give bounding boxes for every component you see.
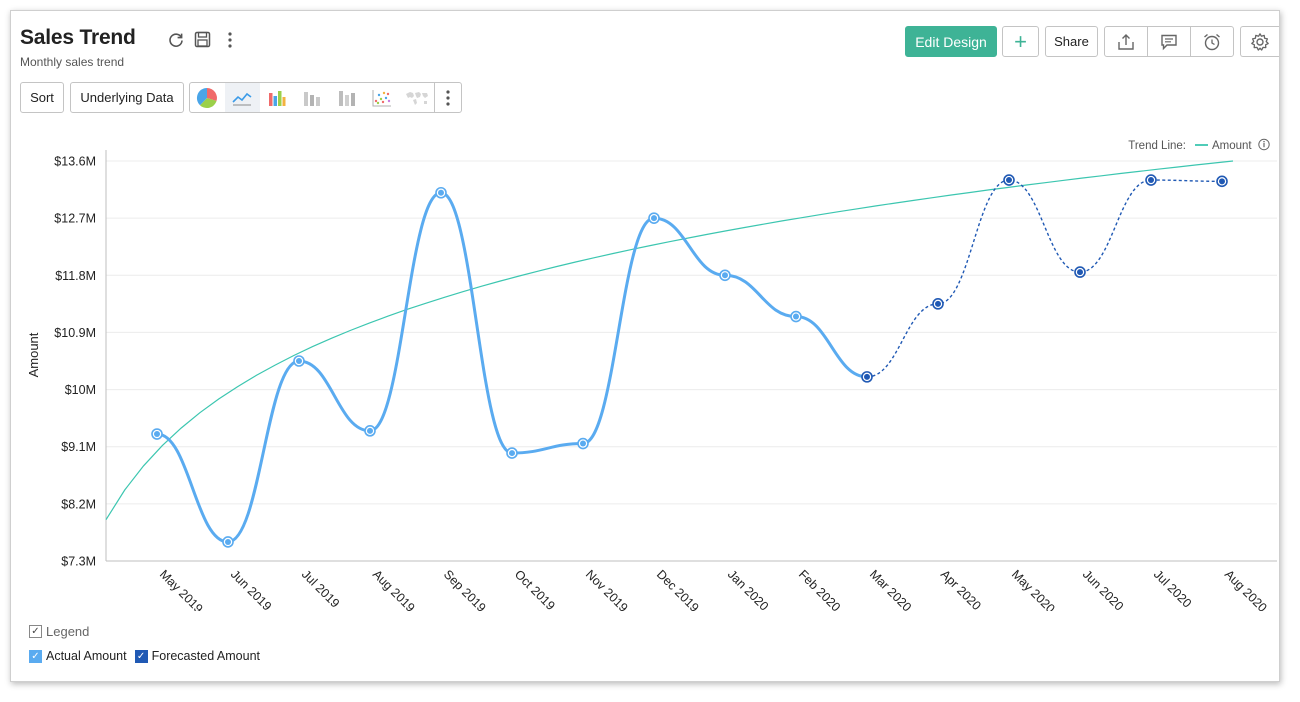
data-point-forecast[interactable] — [1216, 175, 1228, 188]
x-tick-label: Jul 2019 — [299, 567, 342, 610]
x-tick-label: Apr 2020 — [938, 567, 984, 611]
series-line-actual — [156, 191, 868, 544]
legend-toggle[interactable]: ✓ Legend — [29, 624, 89, 639]
x-tick-label: Jun 2020 — [1080, 567, 1126, 611]
y-axis-label: Amount — [26, 332, 41, 377]
x-tick-label: Jun 2019 — [228, 567, 274, 611]
comment-icon[interactable] — [1148, 27, 1191, 56]
data-point-forecast[interactable] — [932, 298, 944, 310]
export-icon[interactable] — [1105, 27, 1148, 56]
x-tick-label: May 2020 — [1009, 567, 1058, 611]
x-tick-label: Oct 2019 — [512, 567, 558, 611]
legend-item-forecast[interactable]: ✓ Forecasted Amount — [134, 649, 261, 663]
legend-item-label: Forecasted Amount — [151, 649, 261, 663]
more-chart-types-icon[interactable] — [434, 83, 461, 112]
x-tick-label: Nov 2019 — [583, 567, 631, 611]
y-tick-label: $12.7M — [54, 212, 96, 226]
line-chart-icon[interactable] — [224, 83, 260, 112]
stacked-bar-chart-icon[interactable] — [295, 83, 330, 112]
chart-type-selector — [189, 82, 462, 113]
stacked-column-chart-icon[interactable] — [330, 83, 365, 112]
y-tick-label: $9.1M — [61, 440, 96, 454]
x-tick-label: Aug 2020 — [1222, 567, 1270, 611]
legend-title-label: Legend — [46, 624, 90, 639]
report-subtitle: Monthly sales trend — [20, 55, 125, 69]
x-tick-label: Jul 2020 — [1151, 567, 1194, 610]
trend-line — [105, 160, 1234, 521]
scatter-chart-icon[interactable] — [364, 83, 399, 112]
data-point-actual[interactable] — [719, 269, 731, 282]
share-button[interactable]: Share — [1045, 26, 1098, 57]
series-line-forecast — [866, 179, 1223, 378]
data-point-forecast[interactable] — [1074, 266, 1086, 278]
settings-button[interactable] — [1240, 26, 1279, 57]
x-tick-label: Mar 2020 — [867, 567, 914, 611]
legend-item-actual[interactable]: ✓ Actual Amount — [29, 649, 127, 663]
data-point-actual[interactable] — [577, 437, 589, 450]
trend-series-label: Amount — [1212, 140, 1252, 152]
x-tick-label: Sep 2019 — [441, 567, 489, 611]
add-button[interactable]: + — [1002, 26, 1039, 57]
x-tick-label: May 2019 — [157, 567, 206, 611]
x-tick-label: Jan 2020 — [725, 567, 771, 611]
more-vertical-icon[interactable] — [220, 30, 239, 49]
edit-design-button[interactable]: Edit Design — [905, 26, 997, 57]
y-tick-label: $10M — [65, 383, 96, 397]
y-tick-label: $11.8M — [55, 269, 96, 283]
y-tick-label: $13.6M — [54, 155, 96, 169]
save-icon[interactable] — [193, 30, 212, 49]
refresh-icon[interactable] — [166, 30, 185, 49]
info-icon[interactable] — [1258, 138, 1270, 151]
pie-chart-icon[interactable] — [190, 83, 225, 112]
data-point-actual[interactable] — [151, 428, 163, 440]
report-panel: Sales Trend Monthly sales trend Edit Des… — [10, 10, 1280, 682]
y-tick-label: $10.9M — [54, 326, 96, 340]
data-point-forecast[interactable] — [1003, 174, 1015, 186]
title-actions — [166, 30, 239, 49]
data-point-forecast[interactable] — [861, 371, 873, 383]
data-point-actual[interactable] — [293, 355, 305, 367]
legend-checkbox[interactable]: ✓ — [29, 625, 42, 638]
action-icon-bar — [1104, 26, 1234, 57]
data-point-actual[interactable] — [364, 425, 376, 437]
data-point-actual[interactable] — [790, 310, 802, 323]
data-point-actual[interactable] — [435, 186, 447, 199]
data-point-forecast[interactable] — [1145, 174, 1157, 186]
legend-item-label: Actual Amount — [46, 649, 127, 663]
data-point-actual[interactable] — [222, 536, 234, 548]
report-title: Sales Trend — [20, 26, 136, 49]
x-tick-label: Feb 2020 — [796, 567, 843, 611]
map-chart-icon[interactable] — [399, 83, 434, 112]
x-tick-label: Aug 2019 — [370, 567, 418, 611]
chart-grid — [106, 160, 1277, 505]
settings-gear-icon — [1250, 32, 1270, 52]
alarm-clock-icon[interactable] — [1191, 27, 1233, 56]
legend-actual-checkbox[interactable]: ✓ — [29, 649, 42, 663]
legend: ✓ Actual Amount ✓ Forecasted Amount — [29, 649, 260, 663]
data-point-actual[interactable] — [648, 212, 660, 224]
legend-forecast-checkbox[interactable]: ✓ — [134, 649, 148, 663]
y-tick-label: $8.2M — [61, 497, 96, 511]
trend-line-label: Trend Line: — [1128, 140, 1186, 152]
data-point-actual[interactable] — [506, 447, 518, 459]
sort-button[interactable]: Sort — [20, 82, 64, 113]
bar-chart-icon[interactable] — [260, 83, 295, 112]
x-tick-label: Dec 2019 — [654, 567, 702, 611]
y-tick-label: $7.3M — [61, 555, 96, 569]
underlying-data-button[interactable]: Underlying Data — [70, 82, 184, 113]
